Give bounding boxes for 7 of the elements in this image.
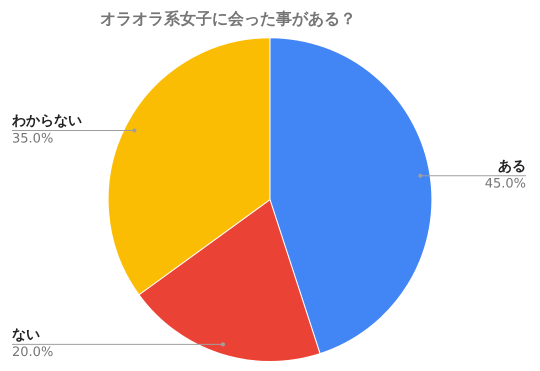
slice-label: ない (12, 326, 40, 343)
data-label: 20.0% (12, 345, 54, 360)
data-label: 35.0% (12, 131, 54, 146)
data-label: 45.0% (484, 176, 526, 192)
chart-title: オラオラ系女子に会った事がある？ (100, 8, 356, 28)
slice-label: ある (498, 158, 526, 174)
slice-label: わからない (11, 113, 82, 130)
